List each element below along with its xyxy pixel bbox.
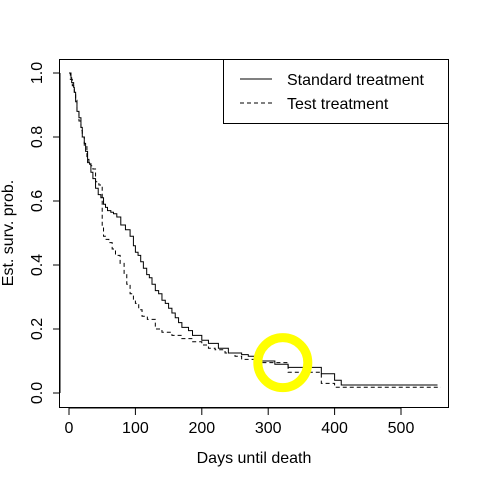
legend: Standard treatment Test treatment [223, 59, 449, 124]
x-tick-label: 500 [388, 420, 415, 437]
y-tick-label: 0.2 [29, 318, 46, 340]
y-axis-title: Est. surv. prob. [0, 180, 17, 286]
x-axis-title: Days until death [197, 450, 312, 467]
legend-box [223, 59, 449, 124]
annotation-layer [253, 333, 313, 393]
y-tick-label: 1.0 [29, 62, 46, 84]
series-line-test-treatment [69, 72, 441, 388]
series-line-standard-treatment [69, 72, 438, 386]
y-tick-label: 0.6 [29, 190, 46, 212]
legend-label-standard: Standard treatment [287, 72, 425, 89]
series-layer [69, 72, 441, 388]
y-tick-label: 0.0 [29, 382, 46, 404]
x-tick-label: 300 [255, 420, 282, 437]
annotation-circle [253, 333, 313, 393]
x-tick-label: 100 [122, 420, 149, 437]
x-tick-label: 200 [188, 420, 215, 437]
x-tick-label: 400 [321, 420, 348, 437]
y-axis: 0.0 0.2 0.4 0.6 0.8 1.0 [29, 62, 61, 404]
x-tick-label: 0 [65, 420, 74, 437]
y-tick-label: 0.4 [29, 254, 46, 276]
legend-label-test: Test treatment [287, 96, 389, 113]
x-axis: 0 100 200 300 400 500 [65, 407, 415, 437]
y-tick-label: 0.8 [29, 126, 46, 148]
